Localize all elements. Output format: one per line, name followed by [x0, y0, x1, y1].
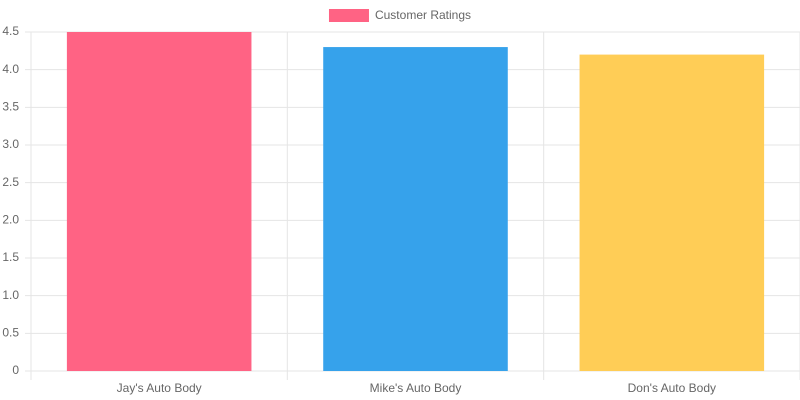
legend-label: Customer Ratings: [375, 8, 471, 22]
y-tick-label: 1.0: [2, 288, 19, 302]
x-tick-label: Mike's Auto Body: [370, 381, 462, 395]
y-tick-label: 4.0: [2, 62, 19, 76]
bar: [579, 54, 765, 371]
x-tick-label: Don's Auto Body: [628, 381, 716, 395]
y-tick-label: 0: [12, 363, 19, 377]
y-tick-label: 3.0: [2, 137, 19, 151]
y-tick-label: 2.5: [2, 175, 19, 189]
y-tick-label: 1.5: [2, 250, 19, 264]
x-tick-label: Jay's Auto Body: [117, 381, 202, 395]
y-tick-label: 0.5: [2, 326, 19, 340]
y-tick-label: 2.0: [2, 213, 19, 227]
y-tick-label: 4.5: [2, 24, 19, 38]
bar: [323, 47, 508, 372]
legend-swatch: [328, 9, 369, 22]
bar: [66, 32, 252, 371]
y-tick-label: 3.5: [2, 100, 19, 114]
